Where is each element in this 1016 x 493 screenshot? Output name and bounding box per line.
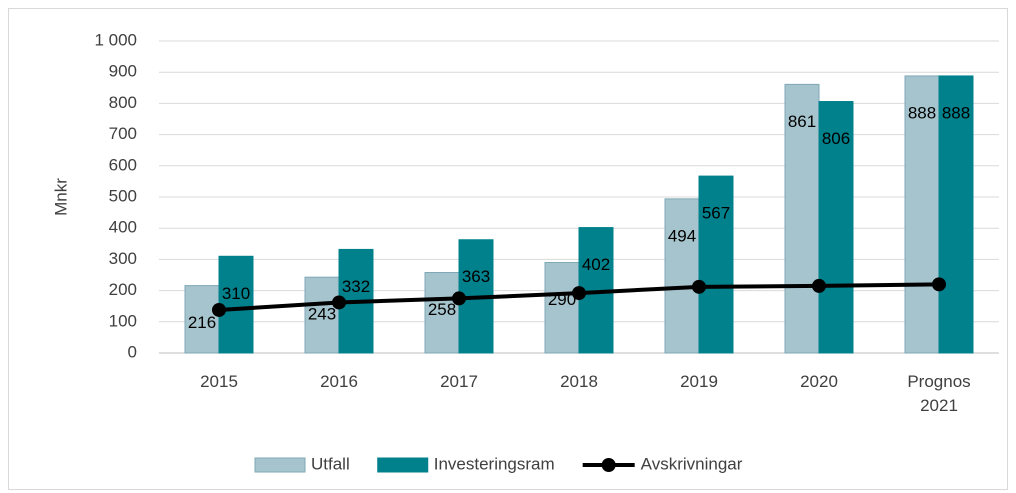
y-tick-label: 400 xyxy=(109,218,137,237)
legend-swatch xyxy=(601,458,616,472)
data-label: 567 xyxy=(702,204,730,223)
data-label: 806 xyxy=(822,129,850,148)
line-marker xyxy=(572,286,586,301)
chart-border xyxy=(8,8,1008,490)
data-label: 494 xyxy=(668,226,696,245)
line-marker xyxy=(812,278,826,293)
legend-swatch xyxy=(254,457,306,473)
data-label: 363 xyxy=(462,267,490,286)
y-tick-label: 700 xyxy=(109,124,137,143)
y-tick-label: 600 xyxy=(109,155,137,174)
bar xyxy=(818,101,854,354)
y-tick-label: 900 xyxy=(109,62,137,81)
line-marker xyxy=(452,291,466,306)
bar xyxy=(184,285,220,354)
data-label: 258 xyxy=(428,300,456,319)
data-label: 888 xyxy=(942,103,970,122)
bar xyxy=(218,255,254,354)
data-label: 402 xyxy=(582,255,610,274)
legend-label: Investeringsram xyxy=(434,454,555,473)
y-tick-label: 200 xyxy=(109,280,137,299)
line-marker xyxy=(212,302,226,317)
line-marker xyxy=(692,279,706,294)
x-tick-label: 2020 xyxy=(800,372,838,391)
data-label: 861 xyxy=(788,112,816,131)
y-tick-label: 800 xyxy=(109,93,137,112)
bar xyxy=(938,75,974,354)
x-tick-label: 2019 xyxy=(680,372,718,391)
data-label: 332 xyxy=(342,277,370,296)
bar xyxy=(304,276,340,354)
y-axis-label: Mnkr xyxy=(51,178,70,216)
data-label: 216 xyxy=(188,313,216,332)
x-tick-label: 2017 xyxy=(440,372,478,391)
line-marker xyxy=(932,277,946,292)
bar xyxy=(544,262,580,354)
x-tick-label: Prognos 2021 xyxy=(907,372,971,415)
legend-label: Utfall xyxy=(311,454,350,473)
bar xyxy=(664,198,700,354)
x-tick-label: 2015 xyxy=(200,372,238,391)
y-tick-label: 1 000 xyxy=(94,30,137,49)
legend-label: Avskrivningar xyxy=(641,454,743,473)
x-tick-label: 2018 xyxy=(560,372,598,391)
legend-swatch xyxy=(377,457,429,473)
y-tick-label: 500 xyxy=(109,186,137,205)
y-tick-label: 0 xyxy=(128,342,137,361)
bar xyxy=(698,175,734,354)
data-label: 310 xyxy=(222,284,250,303)
data-label: 888 xyxy=(908,103,936,122)
x-tick-label: 2016 xyxy=(320,372,358,391)
data-label: 243 xyxy=(308,305,336,324)
line-marker xyxy=(332,295,346,310)
y-tick-label: 300 xyxy=(109,249,137,268)
y-tick-label: 100 xyxy=(109,311,137,330)
